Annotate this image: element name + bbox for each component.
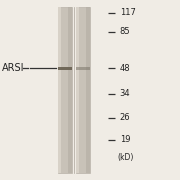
Bar <box>58 67 72 70</box>
Text: 19: 19 <box>120 135 130 144</box>
Bar <box>76 67 90 70</box>
Bar <box>86 7 90 173</box>
Text: 34: 34 <box>120 89 130 98</box>
Bar <box>68 7 72 173</box>
Text: (kD): (kD) <box>117 153 133 162</box>
Text: 117: 117 <box>120 8 136 17</box>
Bar <box>76 7 79 173</box>
Text: 85: 85 <box>120 27 130 36</box>
Text: 48: 48 <box>120 64 130 73</box>
Text: ARSI: ARSI <box>2 63 24 73</box>
Bar <box>58 7 72 173</box>
Bar <box>76 7 90 173</box>
Text: 26: 26 <box>120 113 130 122</box>
Bar <box>58 7 61 173</box>
